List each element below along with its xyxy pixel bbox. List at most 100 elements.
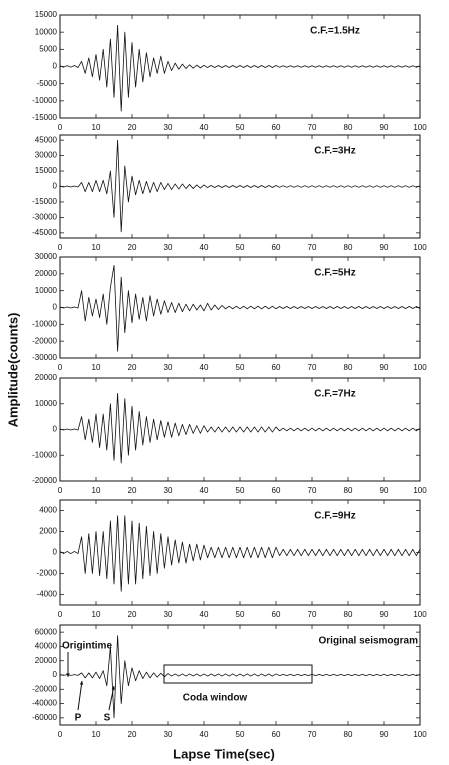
waveform: [59, 635, 421, 719]
y-tick-label: 20000: [35, 269, 58, 278]
panel: -4000 -2000 0 2000 4000 0 10 20 30 40 50 60 70 80 90 10…: [37, 499, 427, 619]
x-tick-label: 50: [236, 610, 245, 619]
panel: -20000 -10000 0 10000 20000 0 10 20 30 40 50 60 70 80…: [32, 373, 427, 495]
x-tick-label: 10: [92, 610, 101, 619]
x-tick-label: 10: [92, 363, 101, 372]
x-tick-label: 90: [380, 123, 389, 132]
x-tick-label: 100: [413, 610, 427, 619]
y-tick-label: 2000: [39, 527, 57, 536]
y-tick-label: -20000: [32, 684, 57, 693]
x-tick-label: 20: [128, 363, 137, 372]
panel: -60000 -40000 -20000 0 20000 40000 60000 0 10 20 3…: [32, 624, 427, 739]
x-tick-label: 80: [344, 243, 353, 252]
y-tick-label: -4000: [37, 590, 58, 599]
coda-window-box: [163, 664, 313, 684]
x-tick-label: 70: [308, 730, 317, 739]
x-tick-label: 20: [128, 243, 137, 252]
waveform: [59, 24, 421, 112]
y-tick-label: 20000: [35, 656, 58, 665]
x-tick-label: 40: [200, 730, 209, 739]
x-tick-label: 90: [380, 486, 389, 495]
arrow: [108, 685, 115, 711]
panel-title: C.F.=1.5Hz: [310, 26, 360, 37]
annotation: Coda window: [183, 693, 248, 704]
y-tick-label: 15000: [35, 10, 58, 19]
plot-frame: [59, 134, 421, 239]
panel-title: C.F.=9Hz: [314, 511, 355, 522]
x-tick-label: 0: [58, 123, 63, 132]
x-tick-label: 40: [200, 486, 209, 495]
plot-frame: [59, 256, 421, 359]
y-tick-label: 5000: [39, 44, 57, 53]
x-tick-label: 10: [92, 243, 101, 252]
y-tick-label: 0: [53, 182, 58, 191]
y-axis-title: Amplitude(counts): [5, 313, 20, 428]
x-tick-label: 70: [308, 610, 317, 619]
x-tick-label: 100: [413, 730, 427, 739]
x-tick-label: 20: [128, 610, 137, 619]
x-tick-label: 90: [380, 243, 389, 252]
y-tick-label: 0: [53, 425, 58, 434]
x-tick-label: 80: [344, 123, 353, 132]
panel: -15000 -10000 -5000 0 5000 10000 15000 0 10 20 30 4…: [32, 10, 427, 132]
y-tick-label: -15000: [32, 197, 57, 206]
x-tick-label: 100: [413, 363, 427, 372]
plot-frame: [59, 499, 421, 606]
annotation: P: [75, 713, 82, 724]
y-tick-label: 0: [53, 548, 58, 557]
y-tick-label: -15000: [32, 113, 57, 122]
y-tick-label: -2000: [37, 569, 58, 578]
x-tick-label: 70: [308, 363, 317, 372]
annotation: Origintime: [62, 641, 112, 652]
x-tick-label: 70: [308, 243, 317, 252]
x-tick-label: 100: [413, 486, 427, 495]
waveform: [59, 515, 421, 592]
y-tick-label: -10000: [32, 319, 57, 328]
x-tick-label: 0: [58, 486, 63, 495]
y-tick-label: 30000: [35, 151, 58, 160]
y-tick-label: 20000: [35, 373, 58, 382]
x-tick-label: 60: [272, 123, 281, 132]
plot-frame: [59, 624, 421, 726]
y-tick-label: 45000: [35, 135, 58, 144]
y-tick-label: 30000: [35, 252, 58, 261]
arrow: [77, 680, 83, 711]
x-tick-label: 60: [272, 730, 281, 739]
x-tick-label: 70: [308, 486, 317, 495]
y-tick-label: -30000: [32, 353, 57, 362]
y-tick-label: -30000: [32, 213, 57, 222]
y-tick-label: 10000: [35, 399, 58, 408]
y-tick-label: 0: [53, 303, 58, 312]
x-tick-label: 0: [58, 730, 63, 739]
x-tick-label: 60: [272, 610, 281, 619]
x-tick-label: 50: [236, 123, 245, 132]
x-tick-label: 60: [272, 363, 281, 372]
x-tick-label: 80: [344, 730, 353, 739]
x-tick-label: 50: [236, 730, 245, 739]
y-tick-label: 60000: [35, 627, 58, 636]
y-tick-label: -20000: [32, 336, 57, 345]
x-tick-label: 60: [272, 243, 281, 252]
x-tick-label: 30: [164, 123, 173, 132]
y-tick-label: 0: [53, 62, 58, 71]
y-tick-label: 10000: [35, 27, 58, 36]
annotation: S: [104, 713, 111, 724]
waveform: [59, 393, 421, 464]
x-tick-label: 90: [380, 610, 389, 619]
x-tick-label: 50: [236, 363, 245, 372]
y-tick-label: -20000: [32, 476, 57, 485]
panel-title: C.F.=7Hz: [314, 389, 355, 400]
panel: -30000 -20000 -10000 0 10000 20000 30000 0 10 20 3…: [32, 252, 427, 372]
x-tick-label: 0: [58, 363, 63, 372]
plot-frame: [59, 14, 421, 119]
y-tick-label: 40000: [35, 642, 58, 651]
y-tick-label: -5000: [37, 79, 58, 88]
x-tick-label: 30: [164, 363, 173, 372]
x-tick-label: 90: [380, 363, 389, 372]
x-tick-label: 40: [200, 243, 209, 252]
x-tick-label: 0: [58, 243, 63, 252]
y-tick-label: -40000: [32, 699, 57, 708]
x-tick-label: 30: [164, 610, 173, 619]
x-tick-label: 60: [272, 486, 281, 495]
